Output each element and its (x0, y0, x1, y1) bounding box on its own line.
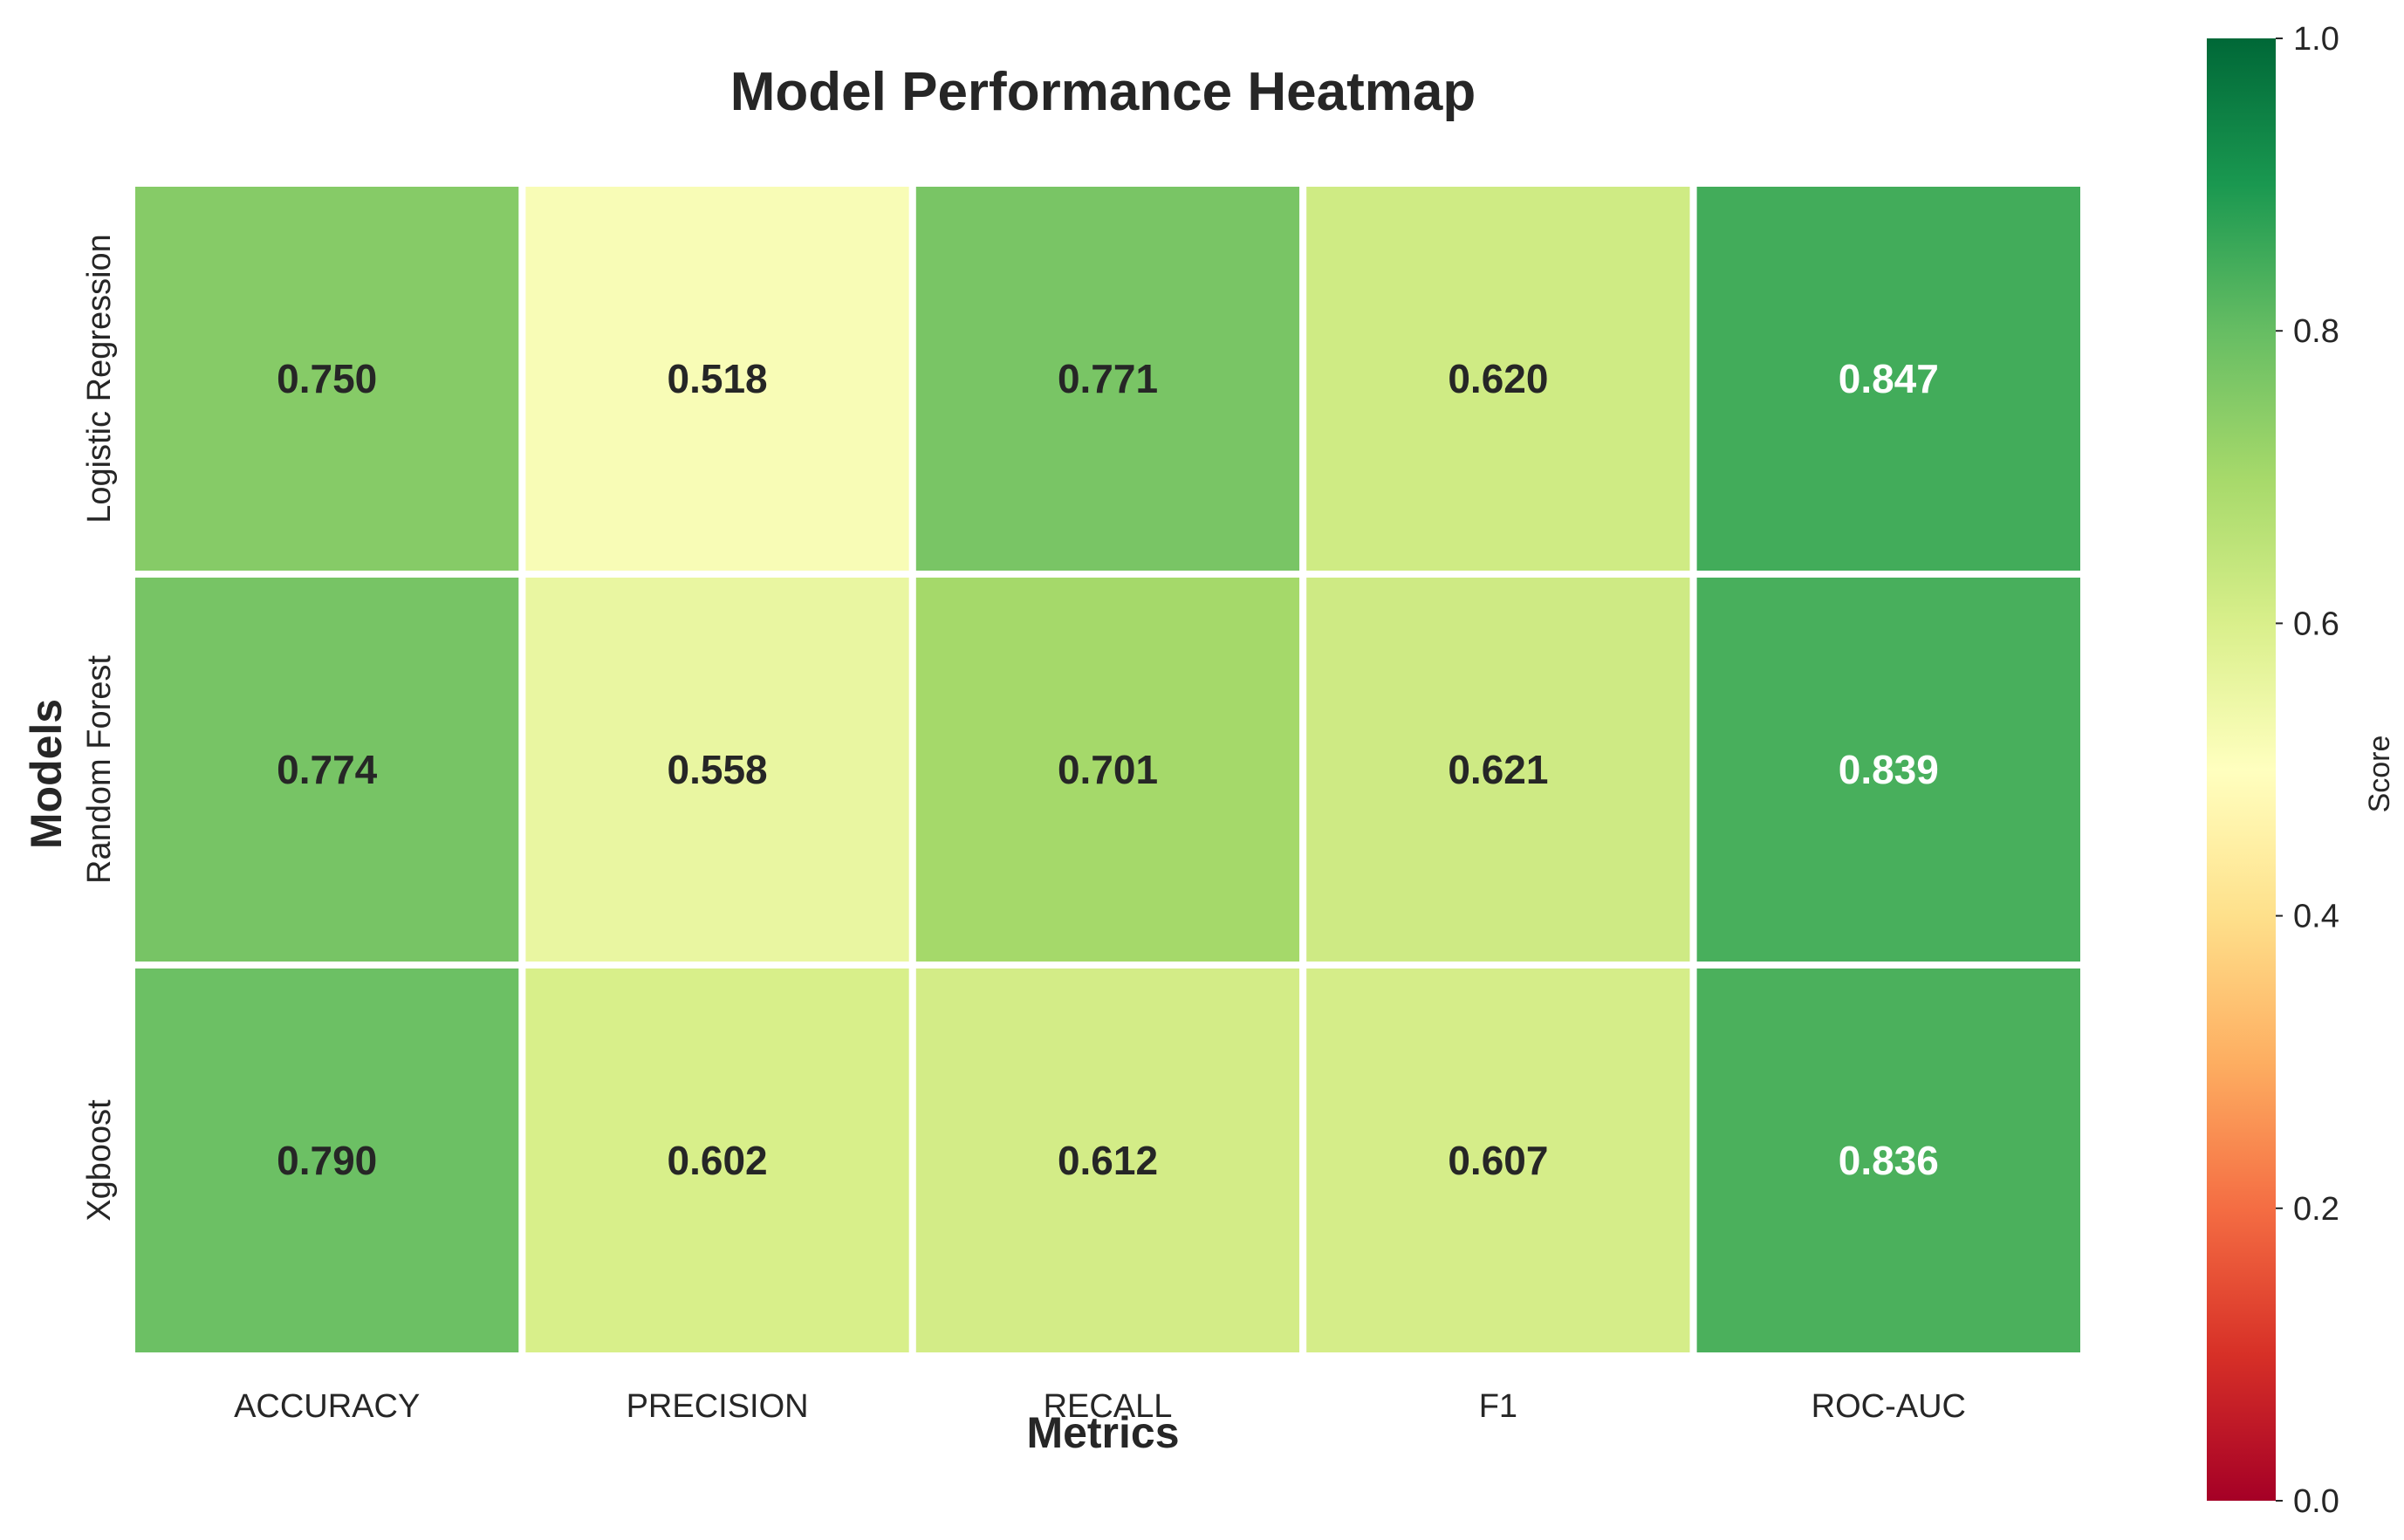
heatmap-cell (128, 180, 526, 578)
colorbar-label: Score (2363, 736, 2396, 813)
x-tick-label: F1 (1479, 1388, 1517, 1425)
colorbar (2207, 38, 2276, 1501)
chart-title: Model Performance Heatmap (730, 62, 1476, 122)
heatmap-cell (1689, 571, 2087, 968)
cell-value-label: 0.771 (1058, 356, 1158, 401)
y-tick-label: Xgboost (81, 1099, 118, 1222)
cell-value-label: 0.607 (1448, 1138, 1548, 1183)
y-tick-labels: Logistic Regression Random Forest Xgboost (81, 234, 118, 1222)
cell-value-label: 0.621 (1448, 747, 1548, 792)
cell-value-label: 0.839 (1839, 747, 1939, 792)
cell-value-label: 0.558 (668, 747, 768, 792)
x-tick-labels: ACCURACY PRECISION RECALL F1 ROC-AUC (234, 1388, 1966, 1425)
heatmap-cell (128, 571, 526, 968)
heatmap-cell (1689, 962, 2087, 1359)
cell-value-label: 0.518 (668, 356, 768, 401)
heatmap-cell (908, 962, 1307, 1359)
heatmap-cell (908, 571, 1307, 968)
cell-value-label: 0.612 (1058, 1138, 1158, 1183)
colorbar-ticks: 0.0 0.2 0.4 0.6 0.8 1.0 (2276, 21, 2339, 1520)
cell-value-label: 0.701 (1058, 747, 1158, 792)
cell-value-label: 0.602 (668, 1138, 768, 1183)
colorbar-tick-label: 0.0 (2293, 1483, 2339, 1520)
y-tick-label: Random Forest (81, 655, 118, 884)
cell-value-label: 0.620 (1448, 356, 1548, 401)
y-tick-label: Logistic Regression (81, 234, 118, 524)
x-tick-label: ROC-AUC (1812, 1388, 1966, 1425)
cell-value-label: 0.750 (277, 356, 377, 401)
colorbar-tick-label: 0.6 (2293, 606, 2339, 642)
x-tick-label: RECALL (1044, 1388, 1173, 1425)
heatmap-cell (518, 180, 916, 578)
colorbar-tick-label: 0.2 (2293, 1191, 2339, 1228)
x-axis-label: Metrics (1026, 1408, 1179, 1457)
x-tick-label: PRECISION (627, 1388, 809, 1425)
cell-value-label: 0.790 (277, 1138, 377, 1183)
x-tick-label: ACCURACY (234, 1388, 420, 1425)
heatmap-cell (518, 962, 916, 1359)
cell-value-label: 0.847 (1839, 356, 1939, 401)
colorbar-tick-label: 0.4 (2293, 899, 2339, 935)
heatmap-cell (908, 180, 1307, 578)
colorbar-tick-label: 0.8 (2293, 313, 2339, 350)
colorbar-tick-label: 1.0 (2293, 21, 2339, 58)
cell-value-label: 0.774 (277, 747, 378, 792)
y-axis-label: Models (22, 699, 71, 849)
cell-value-label: 0.836 (1839, 1138, 1939, 1183)
heatmap-cells (128, 180, 2087, 1359)
heatmap-cell (1299, 962, 1697, 1359)
heatmap-cell-labels: 0.750 0.518 0.771 0.620 0.847 0.774 0.558 0.701… (277, 356, 1939, 1183)
